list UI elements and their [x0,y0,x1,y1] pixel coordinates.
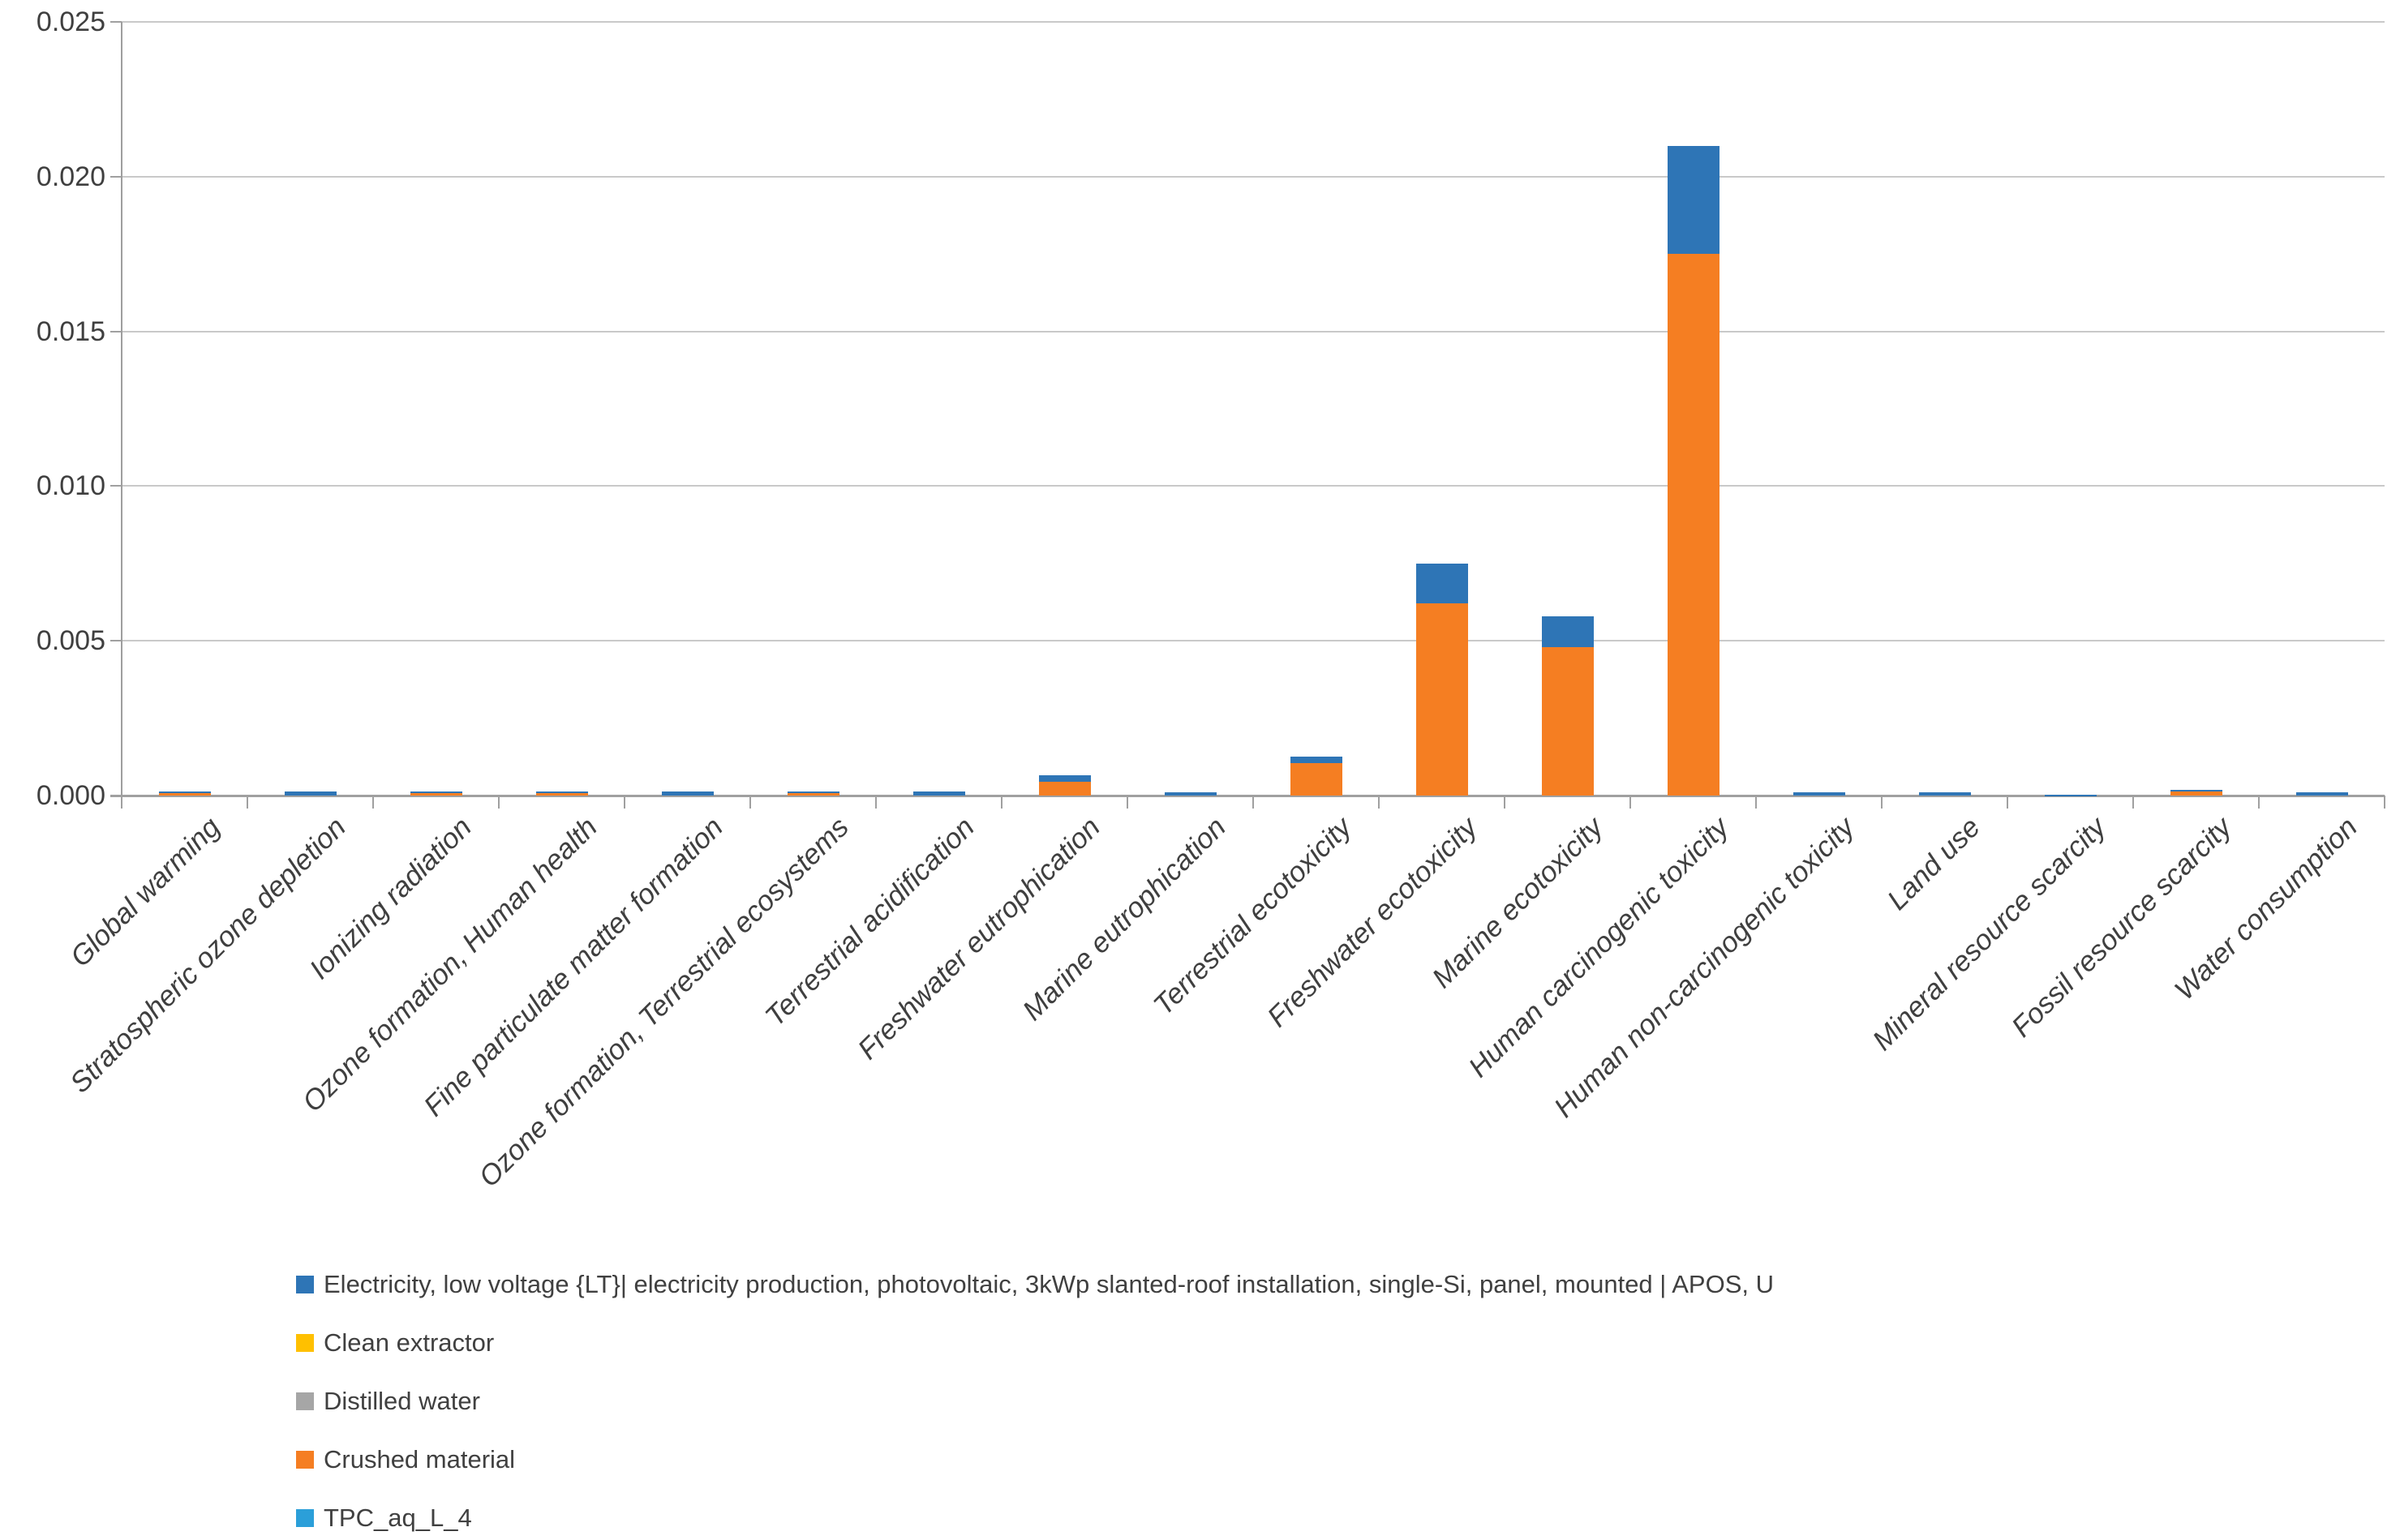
y-axis-tick-label: 0.000 [36,780,105,811]
y-axis-tick-label: 0.020 [36,161,105,192]
x-axis-tick [121,796,122,809]
bar-segment [1415,563,1468,604]
x-axis-tick [1001,796,1003,809]
x-axis-tick [1629,796,1631,809]
x-axis-tick [247,796,248,809]
x-axis-tick [2384,796,2385,809]
legend-label: Distilled water [324,1387,480,1415]
x-axis-tick [372,796,374,809]
gridline [122,485,2385,487]
x-axis-tick [1252,796,1254,809]
legend-label: Electricity, low voltage {LT}| electrici… [324,1270,1774,1298]
x-axis-tick [1755,796,1757,809]
gridline [122,175,2385,178]
legend-label: TPC_aq_L_4 [324,1504,472,1532]
bar-segment [1290,762,1342,796]
x-axis-tick [1504,796,1505,809]
legend-swatch [296,1334,314,1352]
x-axis-tick [498,796,500,809]
legend-item: TPC_aq_L_4 [296,1504,472,1532]
bar-segment [1415,603,1468,796]
bar-segment [535,792,588,796]
legend-item: Electricity, low voltage {LT}| electrici… [296,1271,1774,1298]
bar-segment [2170,791,2222,796]
legend-item: Crushed material [296,1446,515,1474]
bar-segment [1918,792,1971,796]
gridline [122,21,2385,23]
x-axis-tick [875,796,877,809]
y-axis-tick [110,21,122,23]
bar-segment [1038,781,1091,796]
legend-swatch [296,1392,314,1410]
bar-segment [1792,792,1845,796]
bar-segment [787,791,839,793]
legend-swatch [296,1451,314,1469]
x-axis-label: Stratospheric ozone depletion [63,811,352,1100]
bar-segment [410,792,462,796]
x-axis-tick [1881,796,1883,809]
y-axis-tick-label: 0.025 [36,6,105,37]
x-axis-tick [1378,796,1380,809]
y-axis-tick [110,485,122,487]
bar-segment [284,791,337,796]
x-axis-tick [2007,796,2008,809]
bar-segment [661,791,714,796]
x-axis-tick [2258,796,2260,809]
bar-segment [2044,795,2097,796]
bar-segment [787,792,839,796]
x-axis-tick [749,796,751,809]
y-axis-tick [110,330,122,332]
bar-segment [410,791,462,793]
y-axis-line [121,22,122,809]
bar-segment [1667,254,1719,796]
bar-segment [2170,790,2222,791]
gridline [122,640,2385,642]
x-axis-tick [624,796,625,809]
bar-segment [1164,792,1217,796]
bar-segment [158,792,211,796]
y-axis-tick-label: 0.005 [36,625,105,657]
legend-item: Clean extractor [296,1329,494,1357]
bar-segment [1038,775,1091,782]
bar-segment [1541,646,1594,796]
bar-segment [1290,757,1342,763]
legend-item: Distilled water [296,1388,480,1415]
y-axis-tick [110,640,122,642]
bar-segment [535,791,588,793]
bar-segment [1667,145,1719,255]
x-axis-line [110,795,2385,797]
x-axis-tick [2132,796,2134,809]
bar-segment [2295,792,2348,796]
y-axis-tick-label: 0.015 [36,315,105,347]
legend-swatch [296,1276,314,1293]
x-axis-tick [1127,796,1128,809]
bar-segment [158,791,211,793]
bar-segment [1541,616,1594,647]
y-axis-tick [110,175,122,178]
legend-swatch [296,1509,314,1527]
y-axis-tick-label: 0.010 [36,470,105,502]
legend-label: Clean extractor [324,1328,495,1357]
legend-label: Crushed material [324,1445,516,1474]
gridline [122,330,2385,332]
bar-segment [912,791,965,796]
